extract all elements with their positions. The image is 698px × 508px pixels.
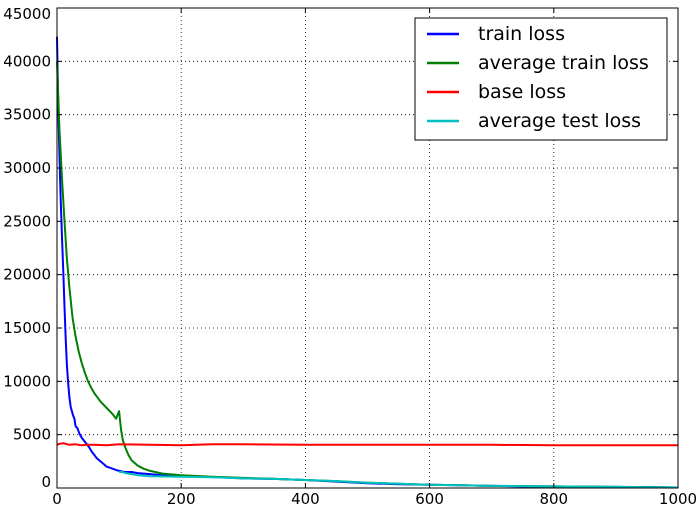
legend-label-train-loss: train loss — [478, 23, 565, 45]
y-tick-label: 5000 — [13, 426, 51, 444]
series-layer — [56, 36, 679, 489]
series-line-average-test-loss — [119, 471, 679, 489]
legend-box — [414, 17, 668, 141]
legend-label-average-test-loss: average test loss — [478, 110, 641, 132]
x-tick-label: 0 — [52, 490, 62, 508]
legend: train loss average train loss base loss ave… — [414, 17, 668, 141]
x-tick-labels: 0 200 400 600 800 1000 — [52, 490, 697, 508]
y-tick-label: 15000 — [3, 319, 51, 337]
legend-label-average-train-loss: average train loss — [478, 52, 649, 74]
y-tick-label: 40000 — [3, 52, 51, 70]
x-tick-label: 400 — [291, 490, 320, 508]
y-tick-labels: 0 5000 10000 15000 20000 25000 30000 35000 40000… — [3, 5, 51, 491]
y-tick-label: 10000 — [3, 372, 51, 390]
tick-marks — [56, 7, 679, 489]
x-tick-label: 800 — [539, 490, 568, 508]
y-tick-label: 20000 — [3, 266, 51, 284]
y-tick-label: 0 — [41, 473, 51, 491]
legend-label-base-loss: base loss — [478, 81, 566, 103]
y-tick-label: 30000 — [3, 159, 51, 177]
x-tick-label: 600 — [415, 490, 444, 508]
y-tick-label: 45000 — [3, 5, 51, 23]
series-line-base-loss — [56, 442, 678, 447]
x-tick-label: 1000 — [659, 490, 697, 508]
x-tick-label: 200 — [167, 490, 196, 508]
y-tick-label: 25000 — [3, 212, 51, 230]
plot-frame — [56, 7, 679, 489]
y-tick-label: 35000 — [3, 106, 51, 124]
